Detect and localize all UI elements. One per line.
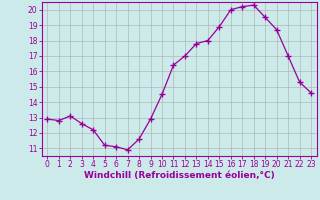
X-axis label: Windchill (Refroidissement éolien,°C): Windchill (Refroidissement éolien,°C): [84, 171, 275, 180]
